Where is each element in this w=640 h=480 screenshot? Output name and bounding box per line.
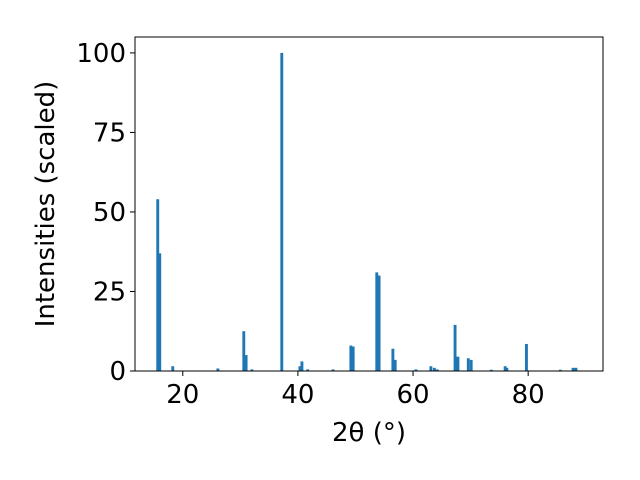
bar xyxy=(244,355,248,371)
x-tick-label: 80 xyxy=(512,380,545,410)
bar xyxy=(300,361,304,371)
y-tick-label: 75 xyxy=(93,118,126,148)
bar xyxy=(414,369,418,371)
x-axis-label: 2θ (°) xyxy=(332,418,406,448)
bar xyxy=(505,367,509,371)
y-tick-label: 0 xyxy=(109,357,126,387)
bar xyxy=(349,345,353,371)
bar xyxy=(298,366,302,371)
bar xyxy=(453,324,457,371)
bar xyxy=(432,367,436,371)
bar xyxy=(558,369,562,371)
bar xyxy=(525,343,528,371)
y-tick-label: 25 xyxy=(93,277,126,307)
bar xyxy=(435,369,439,371)
bar xyxy=(456,356,460,371)
bar xyxy=(466,358,470,371)
y-axis-label: Intensities (scaled) xyxy=(31,81,61,328)
y-tick-label: 100 xyxy=(76,39,126,69)
bar xyxy=(377,275,381,371)
bar xyxy=(351,346,355,371)
bar xyxy=(393,359,397,371)
bar xyxy=(503,366,507,371)
bar xyxy=(156,199,160,371)
bar xyxy=(306,369,310,371)
bar xyxy=(250,369,254,371)
bar xyxy=(171,366,175,371)
x-tick-label: 20 xyxy=(166,380,199,410)
x-tick-label: 40 xyxy=(281,380,314,410)
bar xyxy=(280,52,284,372)
bar xyxy=(429,366,433,371)
x-tick-label: 60 xyxy=(396,380,429,410)
bar xyxy=(469,359,473,371)
bar xyxy=(571,367,575,371)
bar xyxy=(375,272,379,371)
bar xyxy=(391,348,395,371)
bar xyxy=(331,369,335,371)
bar xyxy=(489,369,493,371)
bar xyxy=(158,253,162,371)
bar xyxy=(574,367,578,371)
plot-frame xyxy=(134,36,604,372)
bar xyxy=(216,368,220,371)
bar xyxy=(242,331,246,371)
y-tick-label: 50 xyxy=(93,198,126,228)
